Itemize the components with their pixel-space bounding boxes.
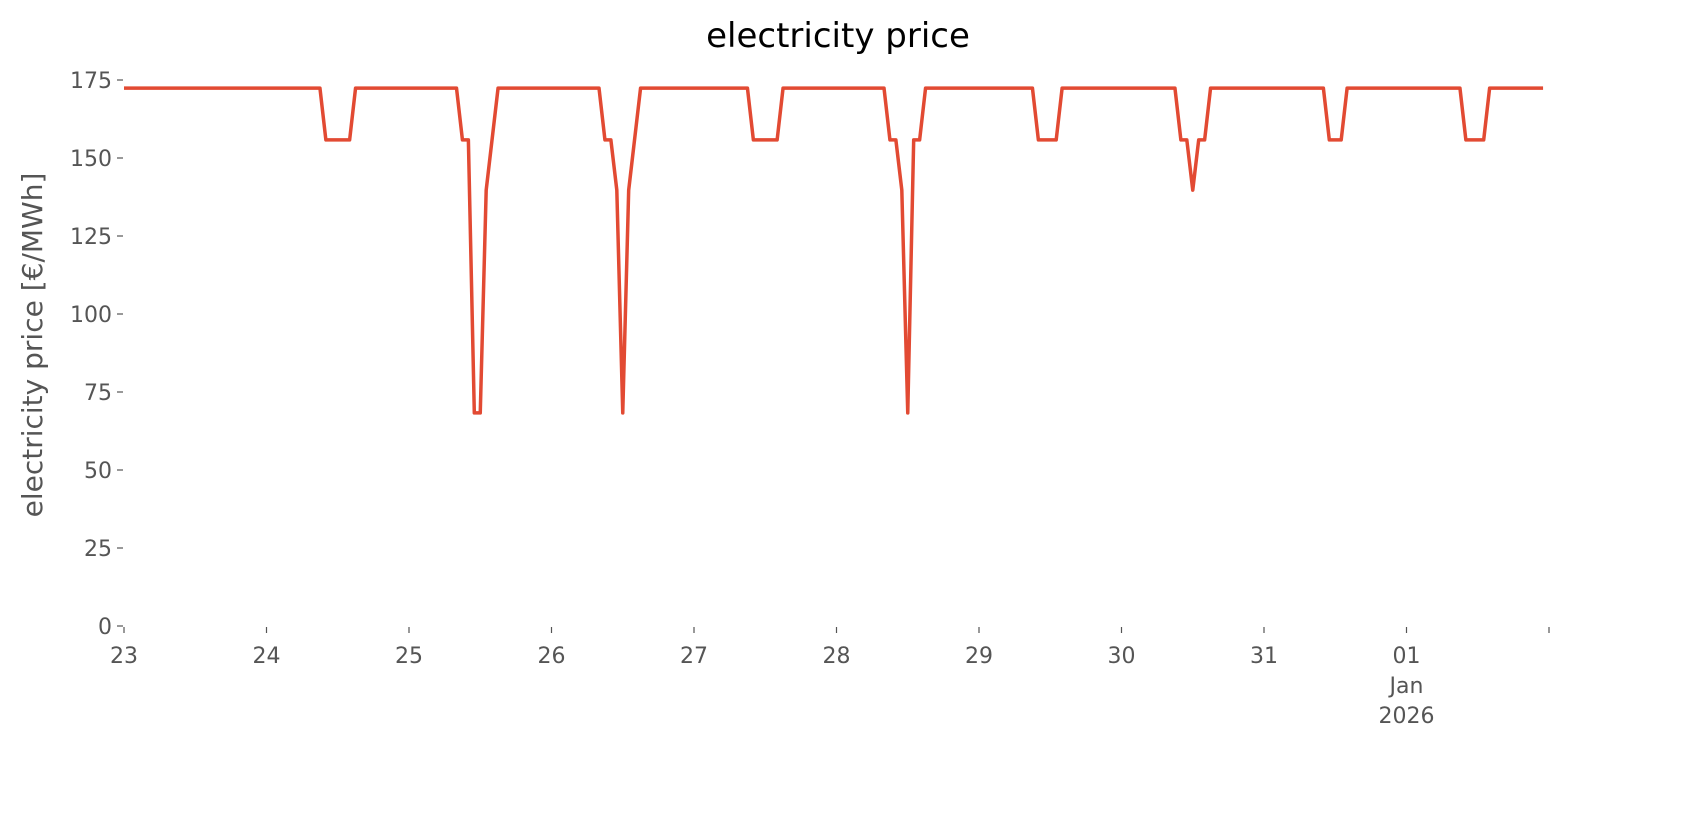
y-tick-label: 50 bbox=[84, 459, 112, 484]
x-tick-label: 30 bbox=[1108, 644, 1136, 669]
y-axis-label: electricity price [€/MWh] bbox=[16, 173, 49, 518]
y-tick-label: 150 bbox=[70, 147, 112, 172]
x-tick-label: 25 bbox=[395, 644, 423, 669]
x-tick-label: 28 bbox=[823, 644, 851, 669]
y-tick-label: 125 bbox=[70, 225, 112, 250]
line-series bbox=[124, 86, 1544, 415]
y-tick-label: 0 bbox=[98, 615, 112, 640]
x-tick-label: 24 bbox=[253, 644, 281, 669]
x-tick-label: 23 bbox=[110, 644, 138, 669]
x-tick-label: 27 bbox=[680, 644, 708, 669]
y-tick-label: 100 bbox=[70, 303, 112, 328]
x-tick-label: 31 bbox=[1250, 644, 1278, 669]
y-tick-label: 175 bbox=[70, 69, 112, 94]
x-tick-label: 29 bbox=[965, 644, 993, 669]
y-tick-label: 25 bbox=[84, 537, 112, 562]
y-tick-label: 75 bbox=[84, 381, 112, 406]
x-tick-label: 01 Jan 2026 bbox=[1379, 644, 1435, 729]
x-tick-label: 26 bbox=[538, 644, 566, 669]
chart-title: electricity price bbox=[706, 16, 970, 56]
